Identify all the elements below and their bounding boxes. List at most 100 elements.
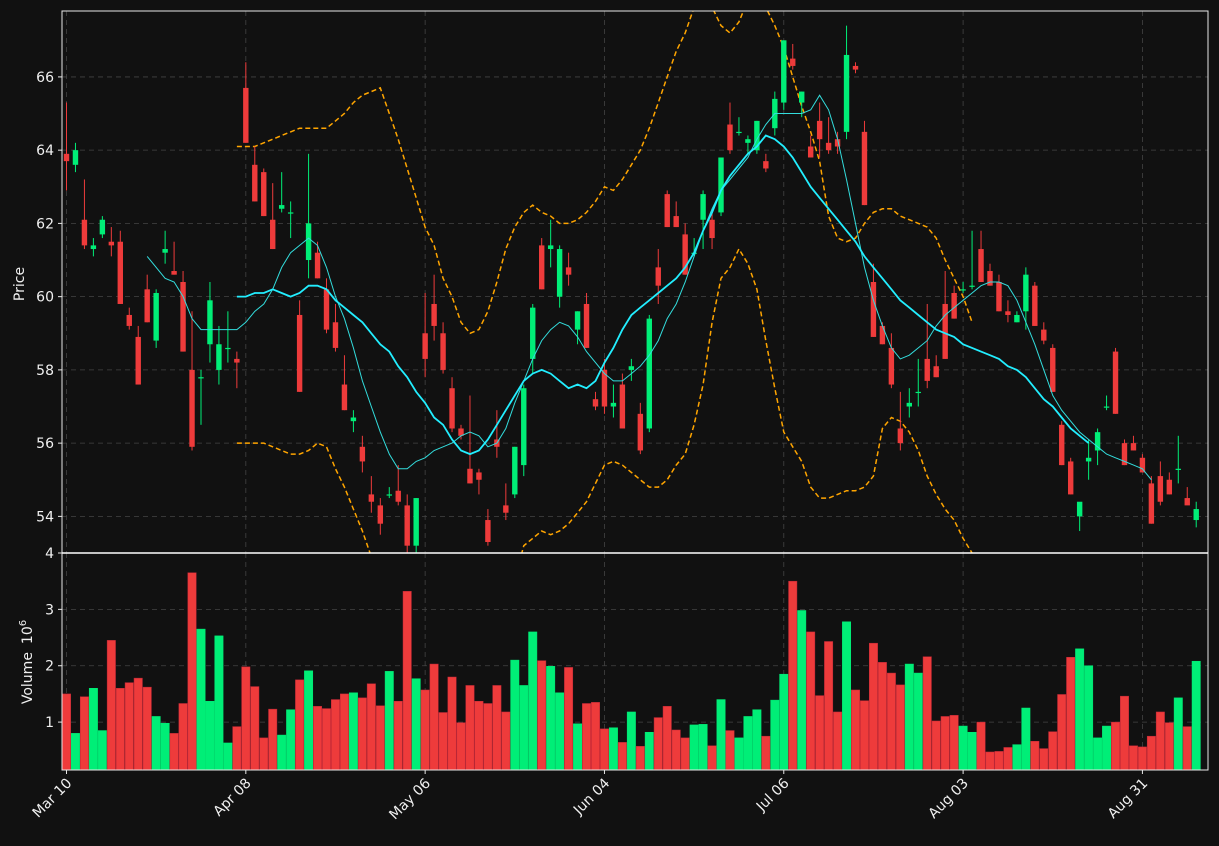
candle-body <box>198 377 204 379</box>
candle-body <box>843 54 850 132</box>
volume-y-ticks: 1 2 3 4 <box>45 546 62 731</box>
candlestick <box>252 146 258 202</box>
volume-bar <box>842 621 851 770</box>
candle-body <box>996 282 1002 312</box>
candlestick <box>521 384 527 477</box>
candle-body <box>924 358 930 381</box>
volume-bar <box>877 662 887 770</box>
candle-body <box>933 366 939 378</box>
candlestick <box>718 157 724 217</box>
candlestick <box>1032 282 1038 326</box>
candle-body <box>861 131 868 206</box>
volume-bar <box>770 699 780 770</box>
volume-bar <box>331 699 340 770</box>
candlestick <box>673 201 679 228</box>
candle-body <box>386 494 392 496</box>
candle-body <box>81 219 88 246</box>
candle-body <box>108 241 115 246</box>
candle-body <box>700 194 706 220</box>
volume-bar <box>617 742 627 770</box>
volume-bar <box>958 725 968 770</box>
candlestick <box>1112 347 1119 414</box>
candle-body <box>978 249 984 282</box>
candle-body <box>449 388 455 429</box>
candlestick <box>1076 501 1083 532</box>
lower-band-line <box>236 247 973 553</box>
candlestick <box>216 325 222 385</box>
candle-body <box>458 428 464 436</box>
volume-bar <box>313 706 322 770</box>
candle-body <box>807 146 814 158</box>
candle-body <box>601 369 608 407</box>
candle-body <box>834 139 841 147</box>
candlestick <box>547 219 554 268</box>
volume-bar <box>106 640 116 770</box>
candle-body <box>1175 468 1181 470</box>
candle-body <box>261 172 267 217</box>
candle-body <box>1112 351 1119 414</box>
volume-bar <box>348 692 358 770</box>
candlestick <box>126 307 132 330</box>
candle-body <box>1121 443 1128 466</box>
candle-body <box>574 311 581 330</box>
candlestick <box>323 278 330 334</box>
volume-bar <box>895 684 905 770</box>
volume-bar <box>725 730 735 770</box>
candlestick <box>996 274 1002 312</box>
volume-bar <box>1021 707 1031 770</box>
candlestick <box>1148 476 1155 524</box>
candle-body <box>816 120 823 140</box>
volume-y-tick-label: 4 <box>45 546 54 562</box>
volume-bar <box>384 671 394 770</box>
candle-body <box>951 292 957 319</box>
candlestick <box>350 410 357 433</box>
candlestick <box>1157 461 1164 506</box>
candlestick <box>503 483 509 521</box>
candle-body <box>350 417 357 422</box>
volume-bar <box>698 724 708 770</box>
candlestick <box>108 227 115 257</box>
volume-bar <box>62 693 71 770</box>
volume-bar <box>806 631 816 770</box>
candle-body <box>1193 509 1199 521</box>
candle-body <box>915 391 921 394</box>
candlestick <box>583 292 590 348</box>
candlestick <box>745 135 751 154</box>
candle-body <box>278 205 285 209</box>
candle-body <box>1023 274 1029 312</box>
candle-body <box>252 164 258 202</box>
candlestick <box>628 358 635 381</box>
volume-bar <box>671 729 681 770</box>
candle-body <box>969 285 975 287</box>
volume-bar <box>689 724 699 770</box>
candlestick <box>1005 300 1011 323</box>
volume-bar <box>851 689 860 770</box>
candlestick <box>234 351 240 389</box>
candlestick <box>852 62 859 74</box>
price-y-tick-label: 60 <box>36 290 54 306</box>
volume-axis-label-text: Volume <box>20 652 36 704</box>
volume-y-tick-label: 1 <box>45 715 54 731</box>
candle-body <box>538 245 545 290</box>
candle-body <box>72 150 79 165</box>
volume-bar <box>537 660 547 770</box>
volume-bar <box>1191 660 1201 770</box>
candlestick <box>960 282 966 293</box>
candlestick <box>467 395 473 484</box>
volume-axis-label-power: 6 <box>18 620 29 626</box>
candle-body <box>296 314 303 392</box>
candlestick <box>969 230 975 290</box>
volume-bar <box>456 722 466 770</box>
candlestick <box>834 131 841 154</box>
volume-bar <box>582 703 591 770</box>
volume-bar <box>375 705 385 770</box>
candle-body <box>530 307 536 359</box>
volume-bar <box>967 731 977 770</box>
candlestick <box>431 274 437 341</box>
candlestick <box>440 322 446 374</box>
price-y-tick-label: 62 <box>36 216 54 232</box>
volume-bar <box>366 683 376 770</box>
candle-body <box>512 446 518 495</box>
candlestick <box>736 117 742 136</box>
